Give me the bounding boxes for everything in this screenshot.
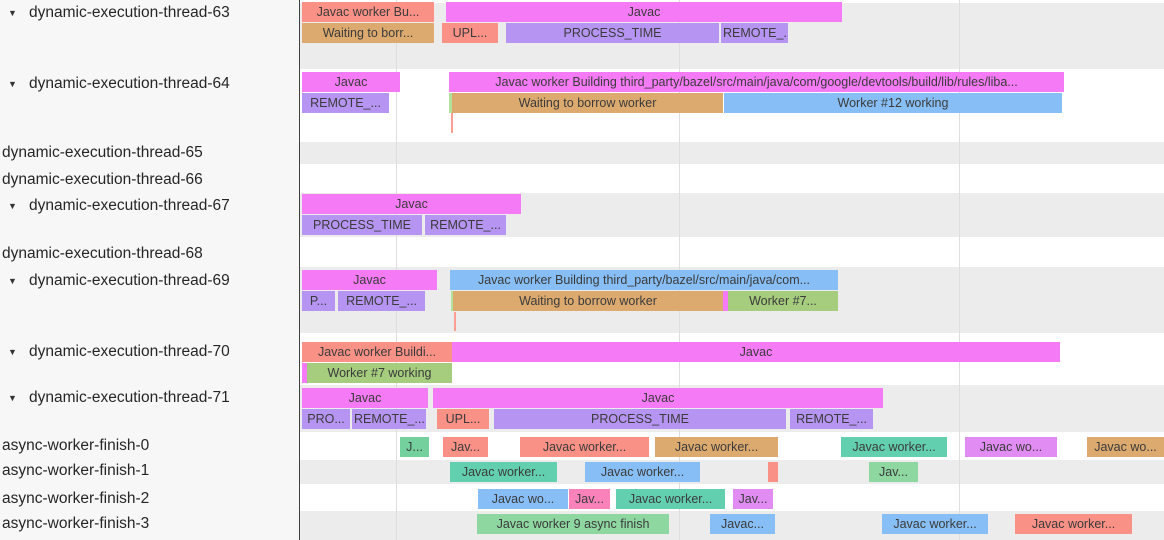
timeline-slice[interactable]: REMOTE_...: [338, 291, 425, 311]
timeline-slice[interactable]: Waiting to borrow worker: [453, 291, 723, 311]
timeline-slice[interactable]: Javac worker...: [841, 437, 947, 457]
timeline-slice[interactable]: Javac: [302, 194, 521, 214]
track-name-label: dynamic-execution-thread-67: [29, 197, 230, 214]
time-gridline: [959, 0, 960, 540]
track-band: [300, 237, 1164, 267]
track-header-dynamic-execution-thread-66[interactable]: dynamic-execution-thread-66: [0, 170, 301, 190]
track-header-dynamic-execution-thread-67[interactable]: ▼ dynamic-execution-thread-67: [0, 196, 299, 216]
timeline-slice[interactable]: Javac worker Buildi...: [302, 342, 452, 362]
collapse-arrow-icon[interactable]: ▼: [8, 393, 17, 403]
timeline-slice[interactable]: Javac worker Building third_party/bazel/…: [450, 270, 838, 290]
timeline-slice[interactable]: Worker #12 working: [724, 93, 1062, 113]
track-name-label: dynamic-execution-thread-70: [29, 343, 230, 360]
timeline-slice[interactable]: PROCESS_TIME: [506, 23, 719, 43]
track-band: [300, 164, 1164, 193]
timeline-slice[interactable]: Waiting to borrow worker: [452, 93, 723, 113]
track-name-label: dynamic-execution-thread-65: [2, 144, 203, 161]
timeline-slice[interactable]: Javac worker...: [655, 437, 778, 457]
timeline-slice[interactable]: Javac worker...: [1015, 514, 1132, 534]
timeline-slice[interactable]: REMOTE_...: [302, 93, 389, 113]
timeline-slice[interactable]: [449, 93, 453, 113]
timeline-canvas: Javac worker Bu... Javac Waiting to borr..…: [300, 0, 1164, 540]
timeline-slice[interactable]: Javac: [452, 342, 1060, 362]
track-name-label: dynamic-execution-thread-64: [29, 75, 230, 92]
track-header-async-worker-finish-2[interactable]: async-worker-finish-2: [0, 489, 301, 509]
timeline-slice[interactable]: [768, 462, 778, 482]
track-name-label: async-worker-finish-0: [2, 437, 150, 454]
track-name-sidebar: ▼ dynamic-execution-thread-63 ▼ dynamic-exe…: [0, 0, 300, 540]
timeline-slice[interactable]: PROCESS_TIME: [494, 409, 786, 429]
track-header-dynamic-execution-thread-64[interactable]: ▼ dynamic-execution-thread-64: [0, 74, 299, 94]
track-name-label: dynamic-execution-thread-71: [29, 389, 230, 406]
timeline-slice[interactable]: REMOTE_...: [721, 23, 788, 43]
timeline-slice[interactable]: Javac worker Building third_party/bazel/…: [449, 72, 1064, 92]
timeline-slice[interactable]: Javac worker...: [882, 514, 988, 534]
track-name-label: async-worker-finish-3: [2, 515, 150, 532]
track-header-async-worker-finish-0[interactable]: async-worker-finish-0: [0, 436, 301, 456]
timeline-slice[interactable]: Javac: [302, 72, 400, 92]
timeline-slice[interactable]: REMOTE_...: [790, 409, 873, 429]
track-band: [300, 484, 1164, 511]
track-name-label: dynamic-execution-thread-63: [29, 4, 230, 21]
timeline-slice[interactable]: Javac wo...: [478, 489, 568, 509]
track-band: [300, 142, 1164, 164]
timeline-slice[interactable]: Jav...: [443, 437, 488, 457]
timeline-slice[interactable]: Javac...: [710, 514, 775, 534]
timeline-slice[interactable]: UPL...: [437, 409, 489, 429]
track-header-dynamic-execution-thread-68[interactable]: dynamic-execution-thread-68: [0, 244, 301, 264]
timeline-slice[interactable]: Javac worker...: [585, 462, 700, 482]
timeline-slice[interactable]: Javac: [302, 388, 428, 408]
timeline-slice[interactable]: Javac worker...: [616, 489, 725, 509]
timeline-slice[interactable]: Jav...: [733, 489, 773, 509]
timeline-slice[interactable]: Javac: [433, 388, 883, 408]
timeline-slice[interactable]: Javac worker...: [450, 462, 557, 482]
track-header-dynamic-execution-thread-70[interactable]: ▼ dynamic-execution-thread-70: [0, 342, 299, 362]
timeline-slice[interactable]: REMOTE_...: [352, 409, 426, 429]
track-name-label: dynamic-execution-thread-68: [2, 245, 203, 262]
timeline-slice[interactable]: [723, 291, 728, 311]
collapse-arrow-icon[interactable]: ▼: [8, 8, 17, 18]
collapse-arrow-icon[interactable]: ▼: [8, 276, 17, 286]
collapse-arrow-icon[interactable]: ▼: [8, 201, 17, 211]
timeline-slice[interactable]: Javac: [302, 270, 437, 290]
timeline-slice[interactable]: PROCESS_TIME: [302, 215, 422, 235]
timeline-slice[interactable]: UPL...: [442, 23, 498, 43]
timeline-slice[interactable]: Javac wo...: [1087, 437, 1164, 457]
track-header-async-worker-finish-1[interactable]: async-worker-finish-1: [0, 461, 301, 481]
timeline-slice[interactable]: Worker #7 working: [307, 363, 452, 383]
timeline-slice[interactable]: Javac: [446, 2, 842, 22]
collapse-arrow-icon[interactable]: ▼: [8, 79, 17, 89]
track-header-dynamic-execution-thread-63[interactable]: ▼ dynamic-execution-thread-63: [0, 3, 299, 23]
timeline-slice[interactable]: J...: [400, 437, 429, 457]
timeline-slice[interactable]: P...: [302, 291, 335, 311]
track-name-label: dynamic-execution-thread-69: [29, 272, 230, 289]
timeline-slice[interactable]: REMOTE_...: [425, 215, 506, 235]
collapse-arrow-icon[interactable]: ▼: [8, 347, 17, 357]
track-header-async-worker-finish-3[interactable]: async-worker-finish-3: [0, 514, 301, 534]
track-header-dynamic-execution-thread-71[interactable]: ▼ dynamic-execution-thread-71: [0, 388, 299, 408]
instant-event-tick[interactable]: [454, 312, 456, 331]
instant-event-tick[interactable]: [451, 113, 453, 133]
track-header-dynamic-execution-thread-65[interactable]: dynamic-execution-thread-65: [0, 143, 301, 163]
track-header-dynamic-execution-thread-69[interactable]: ▼ dynamic-execution-thread-69: [0, 271, 299, 291]
timeline-slice[interactable]: Javac worker Bu...: [302, 2, 434, 22]
track-band: [300, 460, 1164, 484]
timeline-slice[interactable]: Javac worker...: [520, 437, 649, 457]
track-name-label: async-worker-finish-2: [2, 490, 150, 507]
timeline-slice[interactable]: Worker #7...: [728, 291, 838, 311]
timeline-slice[interactable]: Javac wo...: [965, 437, 1057, 457]
timeline-slice[interactable]: Jav...: [869, 462, 918, 482]
timeline-slice[interactable]: Jav...: [569, 489, 610, 509]
timeline-slice[interactable]: Waiting to borr...: [302, 23, 434, 43]
timeline-slice[interactable]: [302, 363, 307, 383]
timeline-slice[interactable]: Javac worker 9 async finish: [477, 514, 669, 534]
timeline-slice[interactable]: PRO...: [302, 409, 350, 429]
track-name-label: dynamic-execution-thread-66: [2, 171, 203, 188]
track-name-label: async-worker-finish-1: [2, 462, 150, 479]
